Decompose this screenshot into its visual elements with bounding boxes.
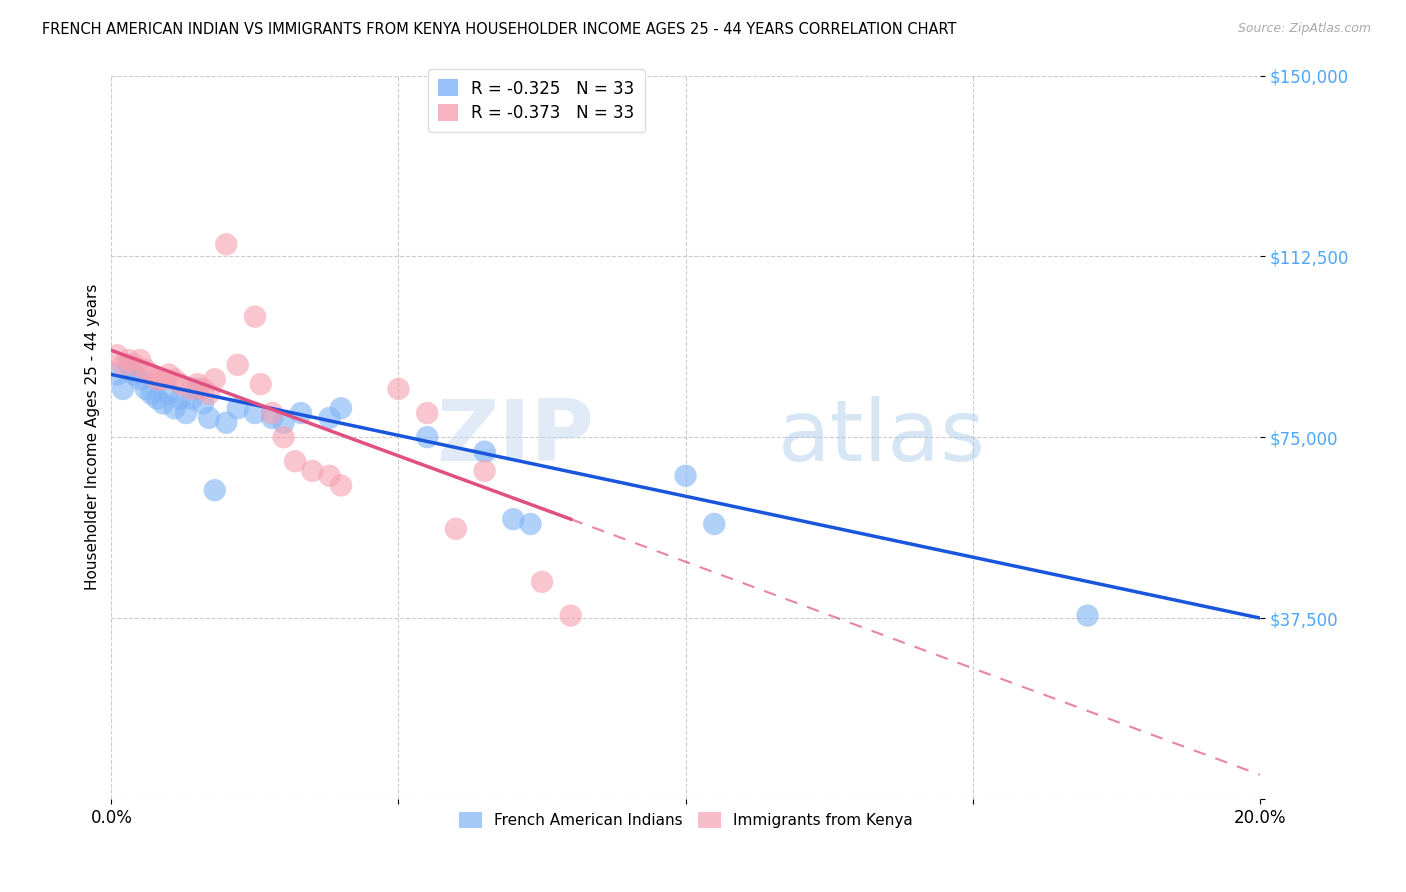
Point <box>1076 608 1098 623</box>
Point <box>387 382 409 396</box>
Point <box>290 406 312 420</box>
Point <box>111 382 134 396</box>
Point <box>198 386 221 401</box>
Point <box>186 382 208 396</box>
Point <box>174 406 197 420</box>
Point <box>318 410 340 425</box>
Point <box>301 464 323 478</box>
Point <box>284 454 307 468</box>
Point <box>124 368 146 382</box>
Point <box>117 353 139 368</box>
Point <box>262 406 284 420</box>
Point <box>129 353 152 368</box>
Point <box>163 372 186 386</box>
Point <box>444 522 467 536</box>
Point <box>169 392 191 406</box>
Point <box>204 372 226 386</box>
Point <box>249 377 271 392</box>
Point <box>180 392 202 406</box>
Point <box>502 512 524 526</box>
Point <box>474 464 496 478</box>
Point <box>141 368 163 382</box>
Point <box>141 386 163 401</box>
Point <box>152 396 174 410</box>
Point <box>111 358 134 372</box>
Point <box>163 401 186 416</box>
Point <box>105 368 128 382</box>
Point <box>157 386 180 401</box>
Point <box>198 410 221 425</box>
Legend: French American Indians, Immigrants from Kenya: French American Indians, Immigrants from… <box>453 806 918 835</box>
Point <box>204 483 226 498</box>
Point <box>330 478 353 492</box>
Point <box>273 430 295 444</box>
Point <box>157 368 180 382</box>
Point <box>152 372 174 386</box>
Point <box>330 401 353 416</box>
Point <box>215 416 238 430</box>
Point <box>215 237 238 252</box>
Point <box>703 516 725 531</box>
Point <box>146 372 169 386</box>
Point <box>519 516 541 531</box>
Point <box>193 382 215 396</box>
Text: ZIP: ZIP <box>436 396 593 479</box>
Point <box>135 382 157 396</box>
Point <box>146 392 169 406</box>
Point <box>416 430 439 444</box>
Point <box>560 608 582 623</box>
Point <box>226 401 249 416</box>
Point <box>105 348 128 362</box>
Point <box>129 372 152 386</box>
Point <box>169 377 191 392</box>
Point <box>135 362 157 376</box>
Text: atlas: atlas <box>778 396 986 479</box>
Point <box>243 406 266 420</box>
Text: Source: ZipAtlas.com: Source: ZipAtlas.com <box>1237 22 1371 36</box>
Point <box>180 382 202 396</box>
Point <box>531 574 554 589</box>
Point <box>318 468 340 483</box>
Point <box>124 358 146 372</box>
Point <box>226 358 249 372</box>
Point <box>243 310 266 324</box>
Point <box>273 416 295 430</box>
Point <box>117 358 139 372</box>
Y-axis label: Householder Income Ages 25 - 44 years: Householder Income Ages 25 - 44 years <box>86 284 100 591</box>
Point <box>193 396 215 410</box>
Point <box>262 410 284 425</box>
Text: FRENCH AMERICAN INDIAN VS IMMIGRANTS FROM KENYA HOUSEHOLDER INCOME AGES 25 - 44 : FRENCH AMERICAN INDIAN VS IMMIGRANTS FRO… <box>42 22 956 37</box>
Point <box>474 444 496 458</box>
Point <box>186 377 208 392</box>
Point <box>416 406 439 420</box>
Point <box>675 468 697 483</box>
